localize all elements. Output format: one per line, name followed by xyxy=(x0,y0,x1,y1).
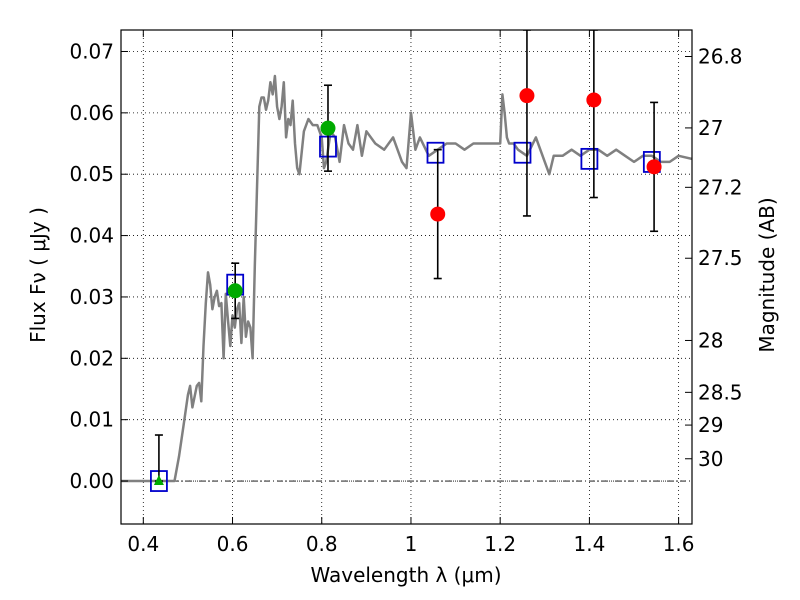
x-tick-label: 1.6 xyxy=(663,532,695,556)
red-data-point xyxy=(646,159,662,175)
y-tick-label: 0.04 xyxy=(69,224,114,248)
magnitude-tick-label: 26.8 xyxy=(698,44,743,68)
green-data-point xyxy=(227,283,243,299)
x-tick-label: 0.8 xyxy=(306,532,338,556)
green-triangle-point xyxy=(153,475,164,486)
x-tick-label: 1.2 xyxy=(484,532,516,556)
model-band-square xyxy=(426,141,445,164)
model-band-square xyxy=(513,141,532,164)
magnitude-axis-title: Magnitude (AB) xyxy=(755,197,779,352)
y-tick-label: 0.06 xyxy=(69,101,114,125)
x-tick-label: 0.4 xyxy=(127,532,159,556)
y-tick-label: 0.07 xyxy=(69,39,114,63)
y-tick-label: 0.02 xyxy=(69,346,114,370)
y-axis-title: Flux Fν ( μJy ) xyxy=(26,207,50,343)
data-markers xyxy=(150,30,662,492)
magnitude-tick-label: 29 xyxy=(698,413,723,437)
x-tick-label: 1.4 xyxy=(573,532,605,556)
y-tick-label: 0.05 xyxy=(69,162,114,186)
magnitude-tick-label: 30 xyxy=(698,447,723,471)
y-tick-label: 0.01 xyxy=(69,408,114,432)
magnitude-tick-label: 28.5 xyxy=(698,380,743,404)
y-axis-ticks: 0.00 0.01 0.02 0.03 0.04 0.05 0.06 0.07 xyxy=(69,39,128,493)
green-data-point xyxy=(320,120,336,136)
x-tick-label: 0.6 xyxy=(217,532,249,556)
x-axis-ticks: 0.4 0.6 0.8 1 1.2 1.4 1.6 xyxy=(127,30,695,556)
y-tick-label: 0.03 xyxy=(69,285,114,309)
magnitude-tick-label: 28 xyxy=(698,328,723,352)
red-data-point xyxy=(430,206,446,222)
magnitude-tick-label: 27.5 xyxy=(698,246,743,270)
magnitude-tick-label: 27 xyxy=(698,116,723,140)
red-data-point xyxy=(586,92,602,108)
magnitude-axis-ticks: 26.8 27 27.2 27.5 28 28.5 29 30 xyxy=(685,44,743,471)
y-tick-label: 0.00 xyxy=(69,469,114,493)
plot-frame xyxy=(120,29,693,525)
model-band-square xyxy=(580,147,599,170)
x-axis-title: Wavelength λ (μm) xyxy=(310,563,501,587)
red-data-point xyxy=(519,88,535,104)
magnitude-tick-label: 27.2 xyxy=(698,175,743,199)
x-tick-label: 1 xyxy=(405,532,418,556)
plot-area xyxy=(121,30,692,492)
